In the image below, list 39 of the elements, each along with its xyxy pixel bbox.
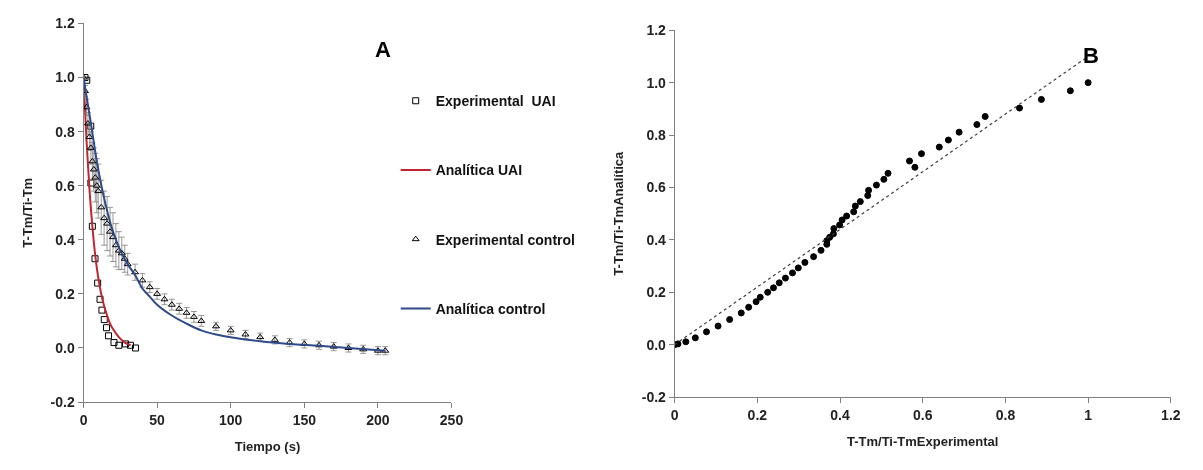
y-tick-label: 0.2: [55, 285, 75, 302]
y-axis-title: T-Tm/Ti-Tm: [19, 177, 35, 248]
y-tick-label: 0.2: [646, 284, 667, 301]
x-tick-label: 0.8: [995, 406, 1016, 423]
x-tick-label: 200: [366, 411, 390, 428]
x-tick-label: 150: [292, 411, 317, 428]
y-tick-label: 0.0: [646, 336, 667, 353]
x-tick-label: 0: [79, 411, 88, 428]
y-tick-label: 1.0: [55, 69, 75, 86]
y-tick-label: 1.2: [646, 22, 667, 39]
y-tick-label: 0.8: [55, 123, 75, 140]
x-tick-label: 0.2: [747, 406, 768, 423]
y-tick-label: 0.6: [55, 177, 75, 194]
x-tick-label: 0.4: [830, 406, 850, 423]
text: A: [375, 37, 391, 62]
text: B: [1083, 43, 1099, 68]
x-tick-label: 0.6: [913, 406, 933, 423]
y-tick-label: 1.2: [55, 15, 75, 32]
y-axis-title: T-Tm/Ti-TmAnalítica: [610, 150, 626, 276]
y-tick-label: 1.0: [646, 74, 667, 91]
x-tick-label: 250: [439, 411, 464, 428]
y-tick-label: 0.6: [646, 179, 667, 196]
x-tick-label: 1: [1084, 406, 1093, 423]
x-tick-label: 50: [149, 411, 166, 428]
y-tick-label: 0.0: [55, 339, 75, 356]
x-tick-label: 1.2: [1161, 406, 1181, 423]
x-axis-title: Tiempo (s): [234, 439, 301, 455]
y-tick-label: 0.4: [646, 231, 667, 248]
legend-label: Experimental control: [435, 231, 575, 248]
legend-label: Analítica control: [435, 300, 546, 317]
y-tick-label: -0.2: [50, 393, 75, 410]
legend-label: Experimental UAI: [435, 93, 556, 110]
x-tick-label: 0: [670, 406, 679, 423]
x-axis-title: T-Tm/Ti-TmExperimental: [847, 434, 999, 450]
y-tick-label: 0.4: [55, 231, 75, 248]
y-tick-label: 0.8: [646, 126, 667, 143]
x-tick-label: 100: [219, 411, 243, 428]
y-tick-label: -0.2: [641, 388, 667, 405]
legend-label: Analítica UAI: [435, 162, 523, 179]
